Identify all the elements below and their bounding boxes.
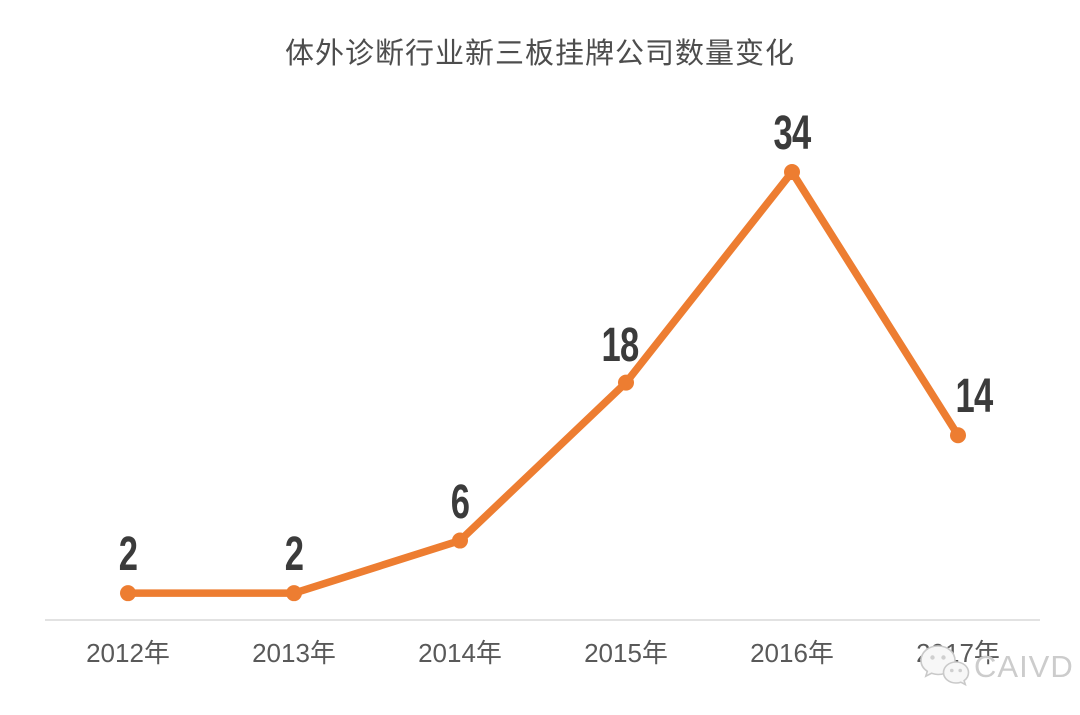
series-line [124,168,962,597]
wechat-icon [920,645,970,687]
data-point-label: 18 [601,318,639,372]
data-point-marker [286,585,302,602]
watermark-text: CAIVD [974,649,1074,684]
data-point-marker [120,585,136,602]
data-point-marker [618,374,634,391]
x-axis-tick-label: 2014年 [418,638,502,668]
data-point-label: 2 [284,528,304,582]
watermark: CAIVD [916,638,1074,696]
data-point-label: 34 [773,107,811,161]
data-point-label: 14 [955,370,993,424]
data-point-marker [784,164,800,181]
data-point-label: 2 [118,528,138,582]
data-point-marker [452,532,468,549]
x-axis-tick-label: 2013年 [252,638,336,668]
chart-title: 体外诊断行业新三板挂牌公司数量变化 [284,38,795,70]
series-markers [120,164,966,602]
data-point-marker [950,427,966,444]
x-axis-tick-label: 2016年 [750,638,834,668]
x-axis-tick-label: 2012年 [86,638,170,668]
x-axis-tick-label: 2015年 [584,638,668,668]
data-point-label: 6 [450,475,470,529]
